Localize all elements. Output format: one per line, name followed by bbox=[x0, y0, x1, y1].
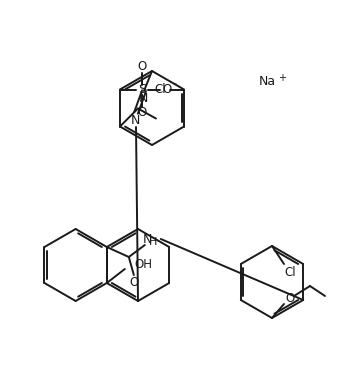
Text: N: N bbox=[138, 91, 148, 104]
Text: O: O bbox=[162, 83, 171, 96]
Text: O: O bbox=[129, 276, 139, 289]
Text: O: O bbox=[137, 106, 147, 119]
Text: N: N bbox=[143, 232, 152, 246]
Text: +: + bbox=[278, 73, 286, 83]
Text: N: N bbox=[130, 114, 140, 127]
Text: H: H bbox=[149, 237, 157, 247]
Text: O: O bbox=[286, 292, 295, 305]
Text: ⁻: ⁻ bbox=[171, 81, 177, 91]
Text: Cl: Cl bbox=[284, 266, 296, 279]
Text: O: O bbox=[137, 60, 147, 73]
Text: OH: OH bbox=[135, 259, 153, 272]
Text: Na: Na bbox=[258, 75, 275, 88]
Text: Cl: Cl bbox=[154, 83, 166, 96]
Text: S: S bbox=[138, 83, 146, 96]
